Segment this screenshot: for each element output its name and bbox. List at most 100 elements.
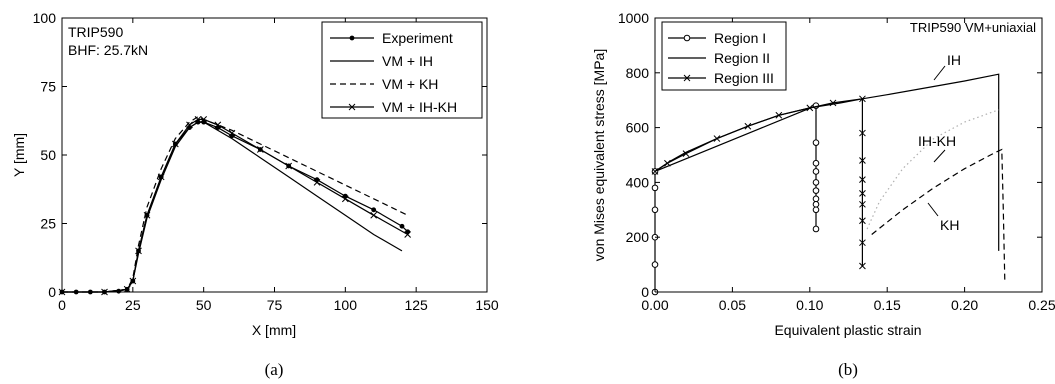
chart-b-ticks: 0.00 0.05 0.10 0.15 0.20 0.25 0 200 400 600 800 100… <box>618 10 1055 313</box>
chart-b-point <box>812 179 820 186</box>
chart-a-series-line-4 <box>62 118 408 293</box>
chart-a-xtick-label: 100 <box>334 297 358 313</box>
chart-b-point <box>859 129 866 137</box>
chart-b-legend-label-3: Region III <box>714 70 774 86</box>
chart-a-legend-marker <box>349 35 355 41</box>
chart-b-point <box>829 99 837 107</box>
chart-b-annotation-kh-arrow <box>927 202 939 217</box>
chart-a-ylabel: Y [mm] <box>11 133 27 177</box>
chart-a-point <box>171 140 179 148</box>
chart-b-point <box>806 104 814 112</box>
chart-a-legend: Experiment VM + IH VM + KH VM + IH-KH <box>321 21 483 119</box>
chart-a-ytick-label: 25 <box>40 216 56 232</box>
chart-b-xtick-label: 0.05 <box>719 297 746 313</box>
chart-a-xtick-label: 75 <box>267 297 283 313</box>
chart-a-point <box>341 195 349 203</box>
chart-a-xtick-label: 125 <box>404 297 428 313</box>
chart-b-point <box>859 157 866 164</box>
chart-b-xtick-label: 0.10 <box>796 297 823 313</box>
chart-b-point <box>859 217 866 225</box>
chart-b-ytick-label: 800 <box>626 65 650 81</box>
chart-a-xlabel: X [mm] <box>252 322 296 338</box>
chart-a-annotation-2: BHF: 25.7kN <box>68 42 148 58</box>
chart-a-point <box>285 162 293 170</box>
chart-b-legend-marker <box>683 34 691 42</box>
chart-a-point <box>214 121 222 129</box>
chart-a-point <box>313 179 321 186</box>
chart-b-xtick-label: 0.20 <box>951 297 978 313</box>
chart-b-point <box>812 225 820 233</box>
chart-a-xtick-label: 25 <box>125 297 141 313</box>
chart-b-point <box>859 190 866 197</box>
chart-b: 0.00 0.05 0.10 0.15 0.20 0.25 0 200 400 600 800 100… <box>591 10 1055 379</box>
chart-a-point <box>399 223 405 229</box>
chart-a: 0 25 50 75 100 125 150 0 25 50 75 100 TRIP590 BHF: … <box>11 10 499 379</box>
chart-a-point <box>200 116 208 123</box>
chart-a-ytick-label: 50 <box>40 147 56 163</box>
chart-b-xtick-label: 0.15 <box>874 297 901 313</box>
chart-b-point <box>812 195 820 203</box>
chart-a-ytick-label: 100 <box>33 10 57 26</box>
chart-a-point <box>157 173 165 181</box>
chart-b-series-line-5 <box>871 148 1006 282</box>
chart-b-point <box>651 206 659 214</box>
chart-b-ytick-label: 0 <box>641 284 649 300</box>
chart-b-point <box>859 262 866 270</box>
chart-a-caption: (a) <box>265 360 284 379</box>
chart-a-xtick-label: 0 <box>58 297 66 313</box>
chart-b-series-line-1 <box>654 104 817 292</box>
chart-b-annotation-title: TRIP590 VM+uniaxial <box>910 20 1036 35</box>
chart-b-marks <box>651 73 1006 296</box>
chart-a-point <box>194 116 202 123</box>
chart-b-annotation-ihkh-arrow <box>933 149 946 163</box>
chart-b-ytick-label: 400 <box>626 174 650 190</box>
chart-b-caption: (b) <box>838 360 858 379</box>
chart-a-ticks: 0 25 50 75 100 125 150 0 25 50 75 100 <box>33 10 499 313</box>
chart-b-point <box>744 122 752 130</box>
chart-a-point <box>404 231 412 238</box>
chart-b-point <box>812 139 820 146</box>
chart-b-point <box>859 176 866 184</box>
chart-b-point <box>859 239 866 247</box>
chart-b-ylabel: von Mises equivalent stress [MPa] <box>591 49 607 261</box>
chart-a-legend-label-2: VM + IH <box>382 53 433 69</box>
chart-a-point <box>370 211 378 219</box>
chart-b-point <box>859 95 866 103</box>
chart-a-point <box>135 247 142 255</box>
chart-b-annotation-ih: IH <box>947 52 961 68</box>
chart-b-point <box>812 201 820 208</box>
chart-a-marks <box>58 115 412 296</box>
chart-a-series-line-1 <box>62 121 409 293</box>
chart-b-legend: Region I Region II Region III <box>661 21 787 91</box>
chart-a-point <box>116 288 122 294</box>
chart-b-point <box>812 187 820 194</box>
chart-a-point <box>371 207 377 213</box>
chart-b-annotation-kh: KH <box>940 217 959 233</box>
chart-a-xtick-label: 150 <box>475 297 499 313</box>
chart-b-point <box>651 168 659 175</box>
chart-a-point <box>129 277 137 285</box>
chart-b-point <box>812 168 820 175</box>
chart-b-ytick-label: 1000 <box>618 10 649 26</box>
chart-a-series-line-2 <box>62 121 403 293</box>
chart-b-series-line-3 <box>654 98 864 266</box>
chart-b-ytick-label: 200 <box>626 229 650 245</box>
chart-b-annotation-ihkh: IH-KH <box>918 133 956 149</box>
chart-b-point <box>812 159 820 167</box>
chart-a-point <box>101 288 108 296</box>
chart-a-annotation-1: TRIP590 <box>68 24 123 40</box>
chart-b-point <box>859 200 866 208</box>
chart-b-point <box>775 111 783 119</box>
chart-b-legend-box <box>661 21 787 91</box>
chart-a-legend-marker <box>348 103 356 111</box>
chart-b-point <box>651 184 659 192</box>
chart-a-ytick-label: 0 <box>48 284 56 300</box>
chart-b-legend-label-1: Region I <box>714 30 766 46</box>
chart-b-legend-label-2: Region II <box>714 50 770 66</box>
chart-b-point <box>713 135 721 142</box>
chart-b-point <box>682 150 690 157</box>
chart-a-point <box>228 129 236 137</box>
chart-b-ytick-label: 600 <box>626 120 650 136</box>
chart-a-point <box>143 211 151 219</box>
